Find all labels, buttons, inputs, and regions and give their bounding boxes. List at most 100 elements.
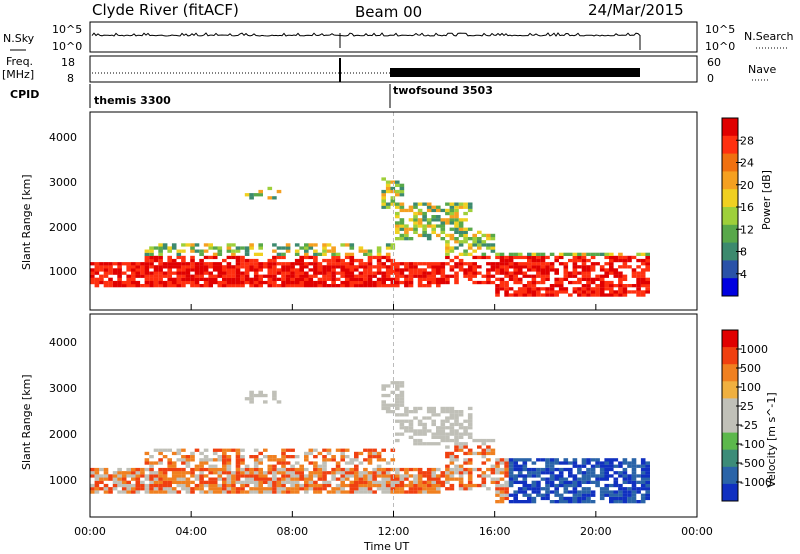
range-cell	[517, 277, 523, 281]
range-cell	[613, 293, 619, 297]
range-cell	[631, 500, 637, 504]
power-cells	[90, 112, 650, 310]
range-cell	[199, 277, 204, 281]
range-cell	[217, 455, 223, 459]
range-cell	[335, 262, 341, 266]
range-cell	[381, 262, 386, 266]
range-cell	[549, 458, 555, 462]
range-cell	[590, 293, 596, 297]
range-cell	[335, 464, 341, 468]
range-cell	[240, 483, 245, 488]
range-cell	[358, 258, 364, 263]
range-cell	[595, 284, 600, 288]
range-cell	[454, 230, 459, 234]
range-cell	[558, 483, 564, 488]
range-cell	[276, 400, 282, 404]
range-cell	[322, 455, 327, 459]
range-cell	[458, 432, 464, 436]
range-cell	[454, 416, 459, 420]
range-cell	[417, 211, 423, 216]
range-cell	[103, 280, 109, 285]
range-cell	[399, 480, 405, 484]
range-cell	[385, 268, 391, 272]
range-cell	[344, 252, 350, 256]
range-cell	[340, 487, 345, 491]
range-cell	[609, 287, 614, 291]
range-cell	[103, 265, 109, 269]
range-cell	[372, 467, 377, 472]
range-cell	[431, 205, 436, 209]
range-cell	[495, 458, 500, 462]
range-cell	[604, 255, 609, 260]
range-cell	[481, 252, 487, 256]
range-cell	[449, 218, 455, 222]
range-cell	[158, 467, 163, 472]
range-cell	[449, 467, 455, 472]
range-cell	[568, 461, 573, 465]
range-cell	[599, 493, 605, 497]
range-cell	[367, 451, 373, 456]
range-cell	[486, 255, 491, 260]
range-cell	[208, 243, 213, 247]
range-cell	[363, 280, 368, 285]
range-cell	[354, 258, 359, 263]
range-cell	[240, 280, 245, 285]
range-cell	[449, 422, 455, 427]
range-cell	[517, 474, 523, 478]
range-cell	[149, 461, 154, 465]
range-cell	[235, 277, 241, 281]
range-cell	[417, 480, 423, 484]
range-cell	[313, 280, 318, 285]
range-cell	[94, 480, 100, 484]
range-cell	[299, 474, 304, 478]
range-cell	[454, 464, 459, 468]
range-cell	[477, 438, 482, 443]
range-cell	[504, 262, 509, 266]
range-cell	[294, 467, 300, 472]
range-cell	[99, 274, 104, 278]
range-cell	[440, 435, 446, 439]
range-cell	[404, 265, 409, 269]
range-cell	[258, 474, 263, 478]
range-cell	[149, 490, 154, 494]
range-cell	[417, 284, 423, 288]
range-cell	[226, 461, 232, 465]
colorbar-swatch	[722, 415, 738, 434]
range-cell	[363, 265, 368, 269]
range-cell	[417, 268, 423, 272]
range-cell	[294, 471, 300, 475]
range-cell	[404, 406, 409, 411]
range-cell	[536, 262, 541, 266]
range-cell	[431, 467, 436, 472]
range-cell	[613, 483, 619, 488]
range-cell	[395, 471, 400, 475]
range-cell	[249, 474, 254, 478]
range-cell	[158, 255, 163, 260]
range-cell	[445, 416, 450, 420]
site-title: Clyde River (fitACF)	[92, 1, 239, 19]
range-cell	[108, 280, 113, 285]
nsearch-label: N.Search	[744, 30, 794, 43]
range-cell	[395, 211, 400, 216]
range-cell	[363, 458, 368, 462]
range-cell	[190, 255, 195, 260]
range-cell	[609, 496, 614, 501]
range-cell	[313, 467, 318, 472]
range-cell	[581, 265, 587, 269]
range-cell	[385, 202, 391, 206]
range-cell	[267, 477, 273, 481]
range-cell	[381, 177, 386, 181]
range-cell	[222, 480, 227, 484]
range-cell	[531, 277, 537, 281]
range-cell	[622, 255, 628, 260]
range-cell	[549, 461, 555, 465]
range-cell	[517, 280, 523, 285]
range-cell	[103, 477, 109, 481]
range-cell	[94, 483, 100, 488]
range-cell	[599, 461, 605, 465]
range-cell	[308, 451, 314, 456]
range-cell	[385, 477, 391, 481]
range-cell	[563, 487, 569, 491]
range-cell	[513, 461, 518, 465]
range-cell	[140, 467, 145, 472]
